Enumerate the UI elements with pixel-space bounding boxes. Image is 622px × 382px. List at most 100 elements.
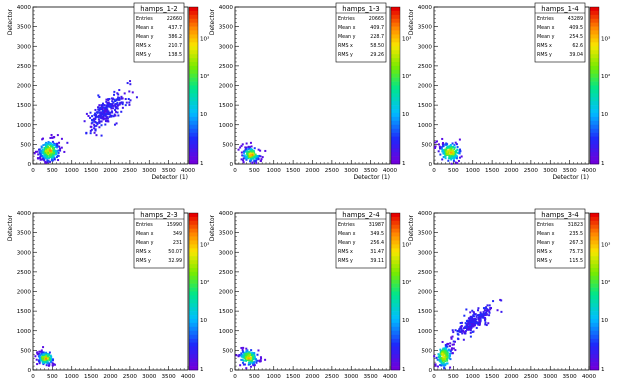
data-point bbox=[98, 111, 101, 114]
colorbar-segment bbox=[189, 362, 198, 367]
colorbar-segment bbox=[391, 354, 400, 359]
data-point bbox=[471, 309, 474, 312]
colorbar-segment bbox=[590, 354, 599, 359]
colorbar-segment bbox=[590, 334, 599, 339]
stats-key: Mean x bbox=[338, 231, 356, 237]
colorbar-segment bbox=[590, 287, 599, 292]
data-point bbox=[121, 103, 124, 106]
colorbar-segment bbox=[391, 307, 400, 312]
data-point bbox=[58, 141, 61, 144]
stats-value: 210.7 bbox=[168, 43, 182, 49]
colorbar-segment bbox=[590, 105, 599, 110]
data-point bbox=[49, 143, 52, 146]
data-point bbox=[479, 314, 482, 317]
stats-value: 58.50 bbox=[370, 43, 384, 49]
colorbar-label: 10² bbox=[402, 279, 411, 286]
data-point bbox=[245, 350, 248, 353]
colorbar-segment bbox=[391, 275, 400, 281]
y-axis-label: Detector bbox=[209, 214, 216, 241]
data-point bbox=[450, 336, 453, 339]
data-point bbox=[253, 354, 256, 357]
data-point bbox=[42, 346, 45, 349]
data-point bbox=[450, 158, 453, 161]
data-point bbox=[264, 358, 267, 361]
colorbar-segment bbox=[391, 38, 400, 43]
data-point bbox=[459, 322, 462, 325]
data-point bbox=[100, 124, 103, 127]
colorbar-segment bbox=[391, 311, 400, 316]
data-point bbox=[460, 155, 463, 158]
colorbar-segment bbox=[391, 124, 400, 129]
data-point bbox=[241, 355, 244, 358]
colorbar-segment bbox=[189, 366, 198, 371]
y-axis-label: Detector bbox=[7, 8, 14, 35]
data-point bbox=[240, 158, 243, 161]
data-point bbox=[46, 148, 49, 151]
colorbar-segment bbox=[189, 97, 198, 102]
colorbar-segment bbox=[189, 128, 198, 133]
data-point bbox=[467, 327, 470, 330]
y-tick-label: 500 bbox=[20, 348, 31, 354]
stats-value: 39.04 bbox=[569, 52, 583, 58]
data-point bbox=[453, 144, 456, 147]
data-point bbox=[52, 147, 55, 150]
colorbar-frame bbox=[589, 212, 600, 371]
data-point bbox=[51, 152, 54, 155]
data-point bbox=[450, 348, 453, 351]
y-tick-label: 1000 bbox=[219, 329, 234, 335]
data-point bbox=[48, 351, 51, 354]
colorbar-segment bbox=[590, 362, 599, 367]
data-point bbox=[127, 97, 130, 100]
colorbar-segment bbox=[189, 260, 198, 265]
colorbar-segment bbox=[590, 228, 599, 233]
data-point bbox=[444, 351, 447, 354]
data-point bbox=[475, 318, 478, 321]
colorbar-segment bbox=[189, 311, 198, 316]
data-point bbox=[473, 319, 476, 322]
x-tick-label: 1500 bbox=[485, 168, 500, 174]
data-point bbox=[117, 93, 120, 96]
data-point bbox=[489, 308, 492, 311]
data-point bbox=[444, 152, 447, 155]
data-point bbox=[51, 145, 54, 148]
data-point bbox=[106, 103, 109, 106]
data-point bbox=[116, 101, 119, 104]
data-point bbox=[94, 112, 97, 115]
colorbar-label: 10 bbox=[200, 112, 208, 118]
stats-value: 15990 bbox=[167, 222, 182, 228]
data-point bbox=[98, 126, 101, 129]
data-point bbox=[477, 323, 480, 326]
stats-value: 409.5 bbox=[569, 25, 583, 31]
colorbar-segment bbox=[391, 132, 400, 137]
data-point bbox=[89, 111, 92, 114]
data-point bbox=[121, 102, 124, 105]
data-point bbox=[49, 146, 52, 149]
colorbar-segment bbox=[189, 65, 198, 71]
histogram-title: hamps_1-2 bbox=[140, 5, 177, 13]
x-tick-label: 1000 bbox=[466, 374, 481, 380]
x-tick-label: 1500 bbox=[286, 374, 301, 380]
data-point bbox=[244, 146, 247, 149]
data-point bbox=[251, 150, 254, 153]
data-point bbox=[472, 320, 475, 323]
data-point bbox=[107, 112, 110, 115]
data-point bbox=[481, 313, 484, 316]
y-tick-label: 3000 bbox=[418, 44, 433, 50]
data-point bbox=[34, 355, 37, 358]
colorbar-segment bbox=[189, 34, 198, 39]
data-point bbox=[43, 159, 46, 162]
data-point bbox=[245, 359, 248, 362]
data-point bbox=[459, 148, 462, 151]
x-tick-label: 4000 bbox=[582, 374, 597, 380]
data-point bbox=[443, 151, 446, 154]
data-point bbox=[249, 359, 252, 362]
colorbar-segment bbox=[590, 322, 599, 328]
colorbar-label: 1 bbox=[601, 367, 605, 373]
data-point bbox=[452, 331, 455, 334]
data-point bbox=[449, 352, 452, 355]
data-point bbox=[443, 366, 446, 369]
data-point bbox=[43, 148, 46, 151]
data-point bbox=[454, 141, 457, 144]
data-point bbox=[249, 160, 252, 163]
colorbar-label: 10³ bbox=[402, 241, 411, 248]
